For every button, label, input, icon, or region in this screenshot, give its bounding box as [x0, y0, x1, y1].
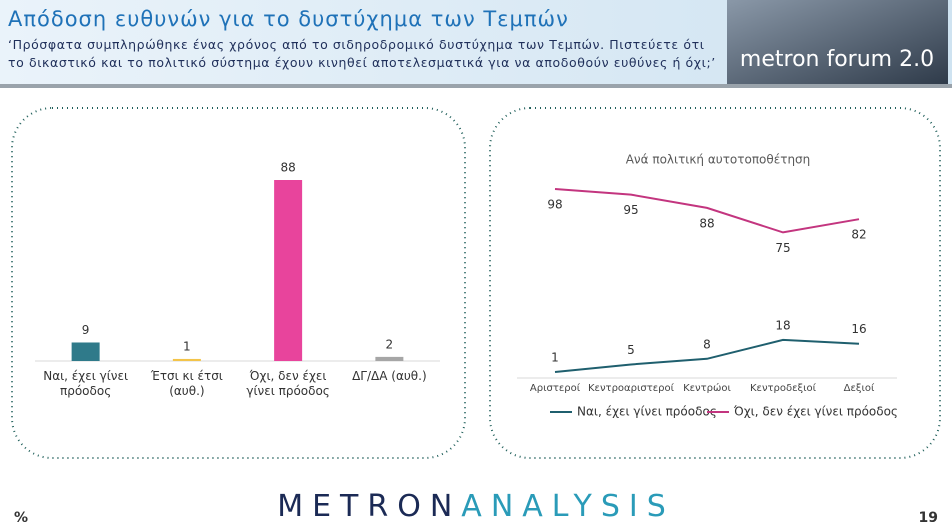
- logo-text: metron forum 2.0: [740, 47, 934, 72]
- line: [554, 188, 860, 234]
- line: [554, 338, 860, 373]
- data-label: 98: [547, 198, 562, 212]
- x-tick-label: Κεντρώοι: [683, 382, 731, 394]
- legend-label: Όχι, δεν έχει γίνει πρόοδος: [733, 405, 898, 419]
- bar: [375, 356, 404, 361]
- data-label: 8: [703, 337, 711, 351]
- bar: [274, 180, 303, 361]
- data-label: 9: [82, 323, 90, 337]
- x-tick-label: Κεντροδεξιοί: [750, 382, 817, 394]
- panel-right: [489, 107, 941, 459]
- x-tick-label: Αριστεροί: [530, 382, 581, 394]
- data-label: 88: [280, 161, 295, 175]
- header-rule: [0, 84, 952, 88]
- data-label: 95: [623, 203, 638, 217]
- data-label: 88: [699, 216, 714, 230]
- logo-box: [727, 0, 948, 84]
- data-label: 2: [386, 337, 394, 351]
- panel-left: [11, 107, 466, 459]
- chart-title: Ανά πολιτική αυτοτοποθέτηση: [626, 153, 811, 167]
- brand: METRONANALYSIS: [277, 489, 675, 524]
- legend-label: Ναι, έχει γίνει πρόοδος: [577, 405, 717, 419]
- x-tick-label: Όχι, δεν έχει γίνει πρόοδος: [246, 369, 330, 398]
- x-tick-label: Δεξιοί: [844, 382, 875, 394]
- data-label: 18: [775, 318, 790, 332]
- data-label: 1: [551, 351, 559, 365]
- brand-2: ANALYSIS: [461, 489, 674, 524]
- title: Απόδοση ευθυνών για το δυστύχημα των Τεμ…: [8, 7, 569, 31]
- unit: %: [14, 510, 28, 526]
- x-tick-label: ΔΓ/ΔΑ (αυθ.): [352, 369, 427, 383]
- subtitle: ‘Πρόσφατα συμπληρώθηκε ένας χρόνος από τ…: [8, 37, 716, 70]
- data-label: 1: [183, 339, 191, 353]
- bar: [172, 358, 201, 361]
- x-tick-label: Έτσι κι έτσι (αυθ.): [150, 369, 223, 398]
- x-tick-label: Ναι, έχει γίνει πρόοδος: [43, 369, 129, 398]
- page-number: 19: [919, 510, 938, 526]
- data-label: 82: [851, 228, 866, 242]
- data-label: 75: [775, 241, 790, 255]
- x-tick-label: Κεντροαριστεροί: [588, 382, 675, 394]
- data-label: 5: [627, 343, 635, 357]
- bar: [71, 342, 100, 361]
- brand-1: METRON: [277, 489, 461, 524]
- data-label: 16: [851, 322, 866, 336]
